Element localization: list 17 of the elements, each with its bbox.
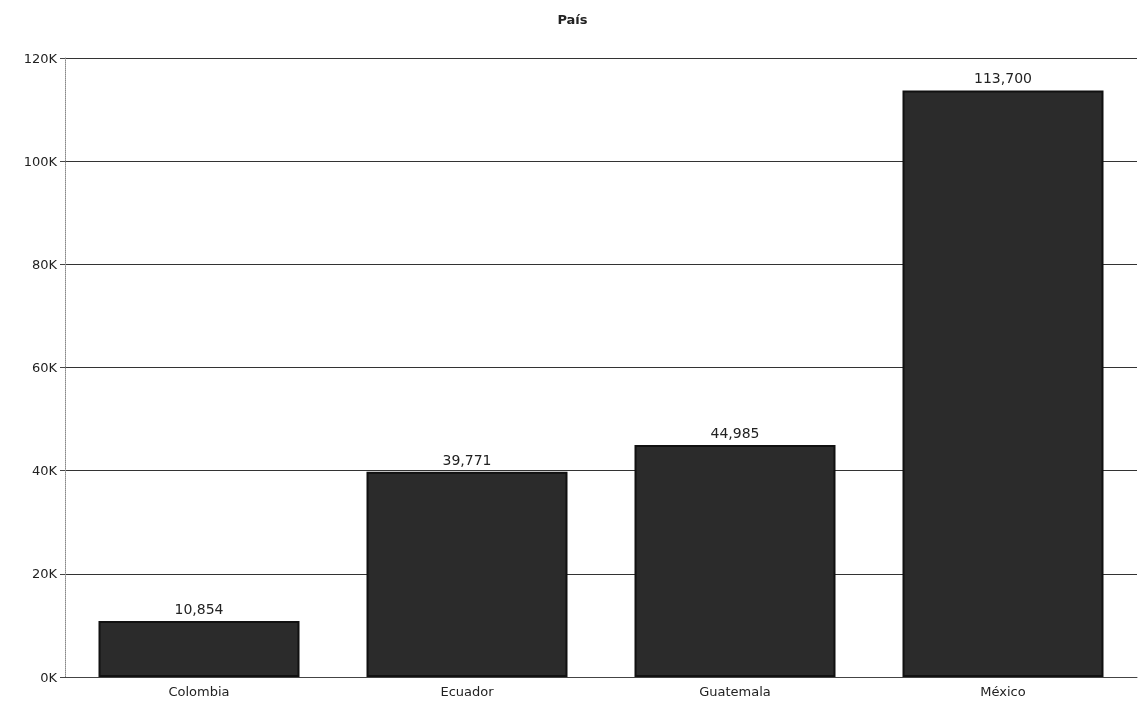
data-label: 10,854 (174, 601, 224, 618)
data-label: 113,700 (974, 70, 1032, 87)
data-label: 39,771 (442, 451, 492, 468)
y-tick-label: 60K (31, 360, 58, 375)
y-tick-label: 80K (31, 256, 58, 272)
data-label: 44,985 (710, 424, 760, 441)
y-tick-label: 120K (23, 50, 58, 66)
y-tick-label: 40K (31, 463, 58, 479)
x-tick-label: México (980, 684, 1026, 699)
x-tick-label: Ecuador (440, 684, 495, 699)
x-tick-label: Guatemala (699, 684, 771, 699)
y-tick-label: 20K (31, 566, 58, 582)
y-tick-label: 100K (23, 153, 58, 169)
x-tick-label: Colombia (168, 684, 230, 699)
chart-title: País (557, 12, 588, 27)
bar (98, 621, 300, 677)
y-tick-label: 0K (40, 669, 58, 685)
